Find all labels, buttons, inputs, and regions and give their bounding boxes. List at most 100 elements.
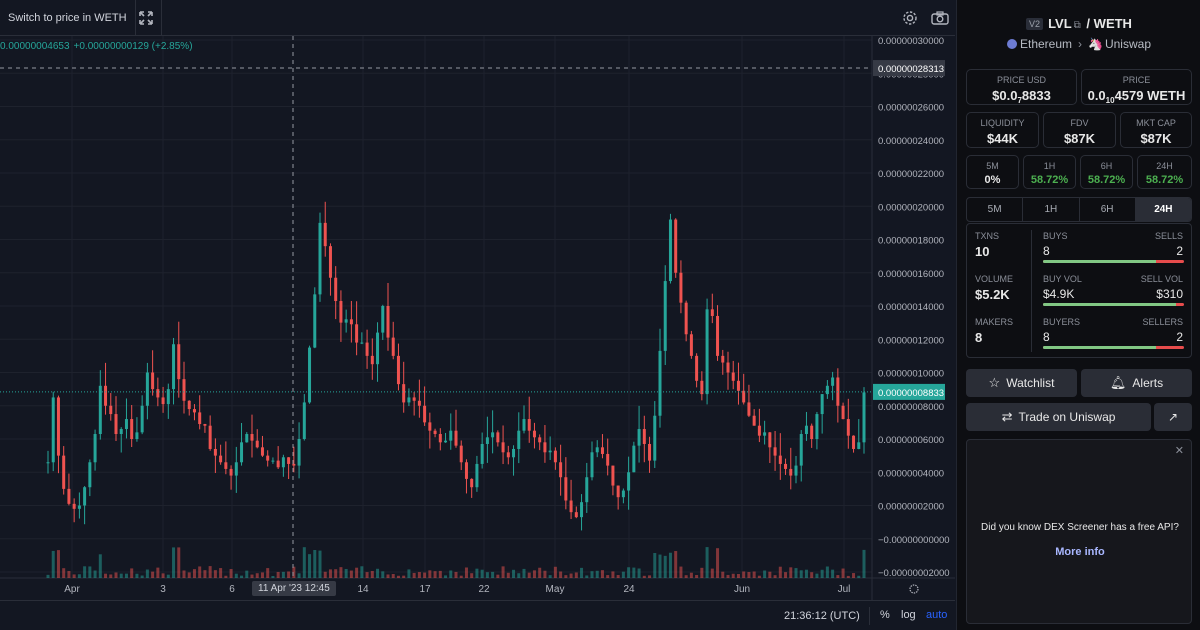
volume-bar: [67, 571, 71, 578]
y-tick-label: 0.00000026000: [878, 103, 944, 114]
close-icon[interactable]: ✕: [1174, 445, 1184, 457]
tab-5m[interactable]: 5M: [967, 198, 1024, 221]
volume-bar: [564, 575, 568, 578]
volume-bar: [668, 552, 672, 578]
trade-label: Trade on Uniswap: [1018, 410, 1116, 424]
chart-panel[interactable]: 0.000000300000.000000280000.000000260000…: [0, 0, 955, 630]
auto-scale-button[interactable]: auto: [926, 609, 948, 621]
volume-bar: [313, 549, 317, 578]
candle-body: [177, 344, 181, 380]
tab-1h[interactable]: 1H: [1023, 198, 1080, 221]
volume-bar: [62, 568, 66, 578]
candle-body: [679, 272, 683, 303]
change-label: 1H: [1043, 161, 1056, 171]
change-1h-box[interactable]: 1H 58.72%: [1023, 155, 1076, 189]
dex-name[interactable]: Uniswap: [1104, 37, 1151, 51]
gear-icon[interactable]: [898, 6, 922, 30]
price-weth-value: 0.0104579 WETH: [1087, 88, 1186, 105]
chain-name[interactable]: Ethereum: [1019, 37, 1073, 51]
volume-bar: [140, 575, 144, 578]
candle-body: [229, 468, 233, 476]
change-label: 6H: [1100, 161, 1113, 171]
candle-body: [349, 319, 353, 325]
price-usd-value: $0.078833: [992, 88, 1051, 105]
volume-bar: [716, 548, 720, 578]
volume-bar: [810, 572, 814, 578]
buyers-sellers-bar: [1043, 346, 1184, 349]
volume-bar: [412, 572, 416, 578]
volume-bar: [370, 570, 374, 578]
volume-bar: [799, 570, 803, 578]
candle-body: [716, 315, 720, 356]
candle-body: [119, 429, 123, 435]
trade-on-uniswap-button[interactable]: ⇄ Trade on Uniswap: [966, 403, 1151, 431]
x-tick-label: Apr: [64, 584, 80, 595]
candle-body: [407, 397, 411, 403]
candle-body: [172, 344, 176, 390]
candle-body: [245, 434, 249, 443]
base-token[interactable]: LVL: [1048, 16, 1072, 31]
volume-bar: [705, 547, 709, 578]
volume-bar: [590, 571, 594, 578]
volume-bar: [402, 575, 406, 578]
log-scale-button[interactable]: log: [901, 609, 916, 621]
x-tick-label: Jun: [734, 584, 750, 595]
volume-bar: [559, 571, 563, 578]
candle-body: [297, 439, 301, 466]
more-info-link[interactable]: More info: [1055, 546, 1105, 558]
price-usd-label: PRICE USD: [996, 75, 1046, 85]
volume-bar: [538, 567, 542, 578]
tab-24h[interactable]: 24H: [1135, 198, 1191, 221]
watchlist-label: Watchlist: [1006, 376, 1055, 390]
switch-currency-button[interactable]: Switch to price in WETH: [0, 0, 136, 36]
candle-body: [512, 448, 516, 458]
tab-6h[interactable]: 6H: [1080, 198, 1136, 221]
change-5m-box[interactable]: 5M 0%: [966, 155, 1019, 189]
volume-bar: [114, 572, 118, 578]
volume-bar: [820, 569, 824, 578]
divider: [1031, 230, 1032, 352]
volume-bar: [752, 571, 756, 578]
volume-bar: [224, 575, 228, 578]
buy-vol-bar-fill: [1043, 303, 1176, 306]
last-price-label: 0.00000008833: [878, 388, 944, 399]
legend-price: 0.00000004653: [0, 41, 70, 52]
candle-body: [287, 457, 291, 464]
y-tick-label: 0.00000004000: [878, 468, 944, 479]
y-tick-label: 0.00000020000: [878, 202, 944, 213]
change-24h-box[interactable]: 24H 58.72%: [1137, 155, 1192, 189]
volume-bar: [569, 573, 573, 578]
expand-icon[interactable]: [130, 0, 162, 36]
candle-body: [198, 412, 202, 425]
volume-bar: [56, 550, 60, 578]
ad-text: Did you know DEX Screener has a free API…: [981, 522, 1179, 533]
external-link-button[interactable]: ↗: [1154, 403, 1192, 431]
candle-body: [862, 392, 866, 443]
volume-bar: [627, 567, 631, 578]
volume-bar: [72, 574, 76, 578]
volume-bar: [203, 570, 207, 578]
candle-body: [449, 430, 453, 441]
quote-token[interactable]: WETH: [1093, 16, 1132, 31]
sells-value: 2: [1176, 244, 1183, 258]
volume-bar: [857, 575, 861, 578]
copy-icon[interactable]: ⧉: [1073, 20, 1081, 31]
candle-body: [815, 414, 819, 439]
candle-body: [156, 389, 160, 398]
external-link-icon: ↗: [1167, 410, 1179, 424]
volume-bar: [642, 575, 646, 578]
price-chart[interactable]: 0.000000300000.000000280000.000000260000…: [0, 0, 955, 600]
change-6h-box[interactable]: 6H 58.72%: [1080, 155, 1133, 189]
change-value: 58.72%: [1145, 174, 1184, 186]
sell-vol-label: SELL VOL: [1140, 274, 1183, 284]
percent-scale-button[interactable]: %: [880, 609, 890, 621]
makers-label: MAKERS: [975, 317, 1014, 327]
candle-body: [88, 462, 92, 488]
candle-body: [648, 443, 652, 461]
camera-icon[interactable]: [928, 6, 952, 30]
watchlist-button[interactable]: ☆ Watchlist: [966, 369, 1077, 397]
volume-bar: [349, 570, 353, 578]
alerts-button[interactable]: 🔔︎ Alerts: [1081, 369, 1192, 397]
candle-body: [810, 425, 814, 439]
volume-bar: [334, 569, 338, 578]
